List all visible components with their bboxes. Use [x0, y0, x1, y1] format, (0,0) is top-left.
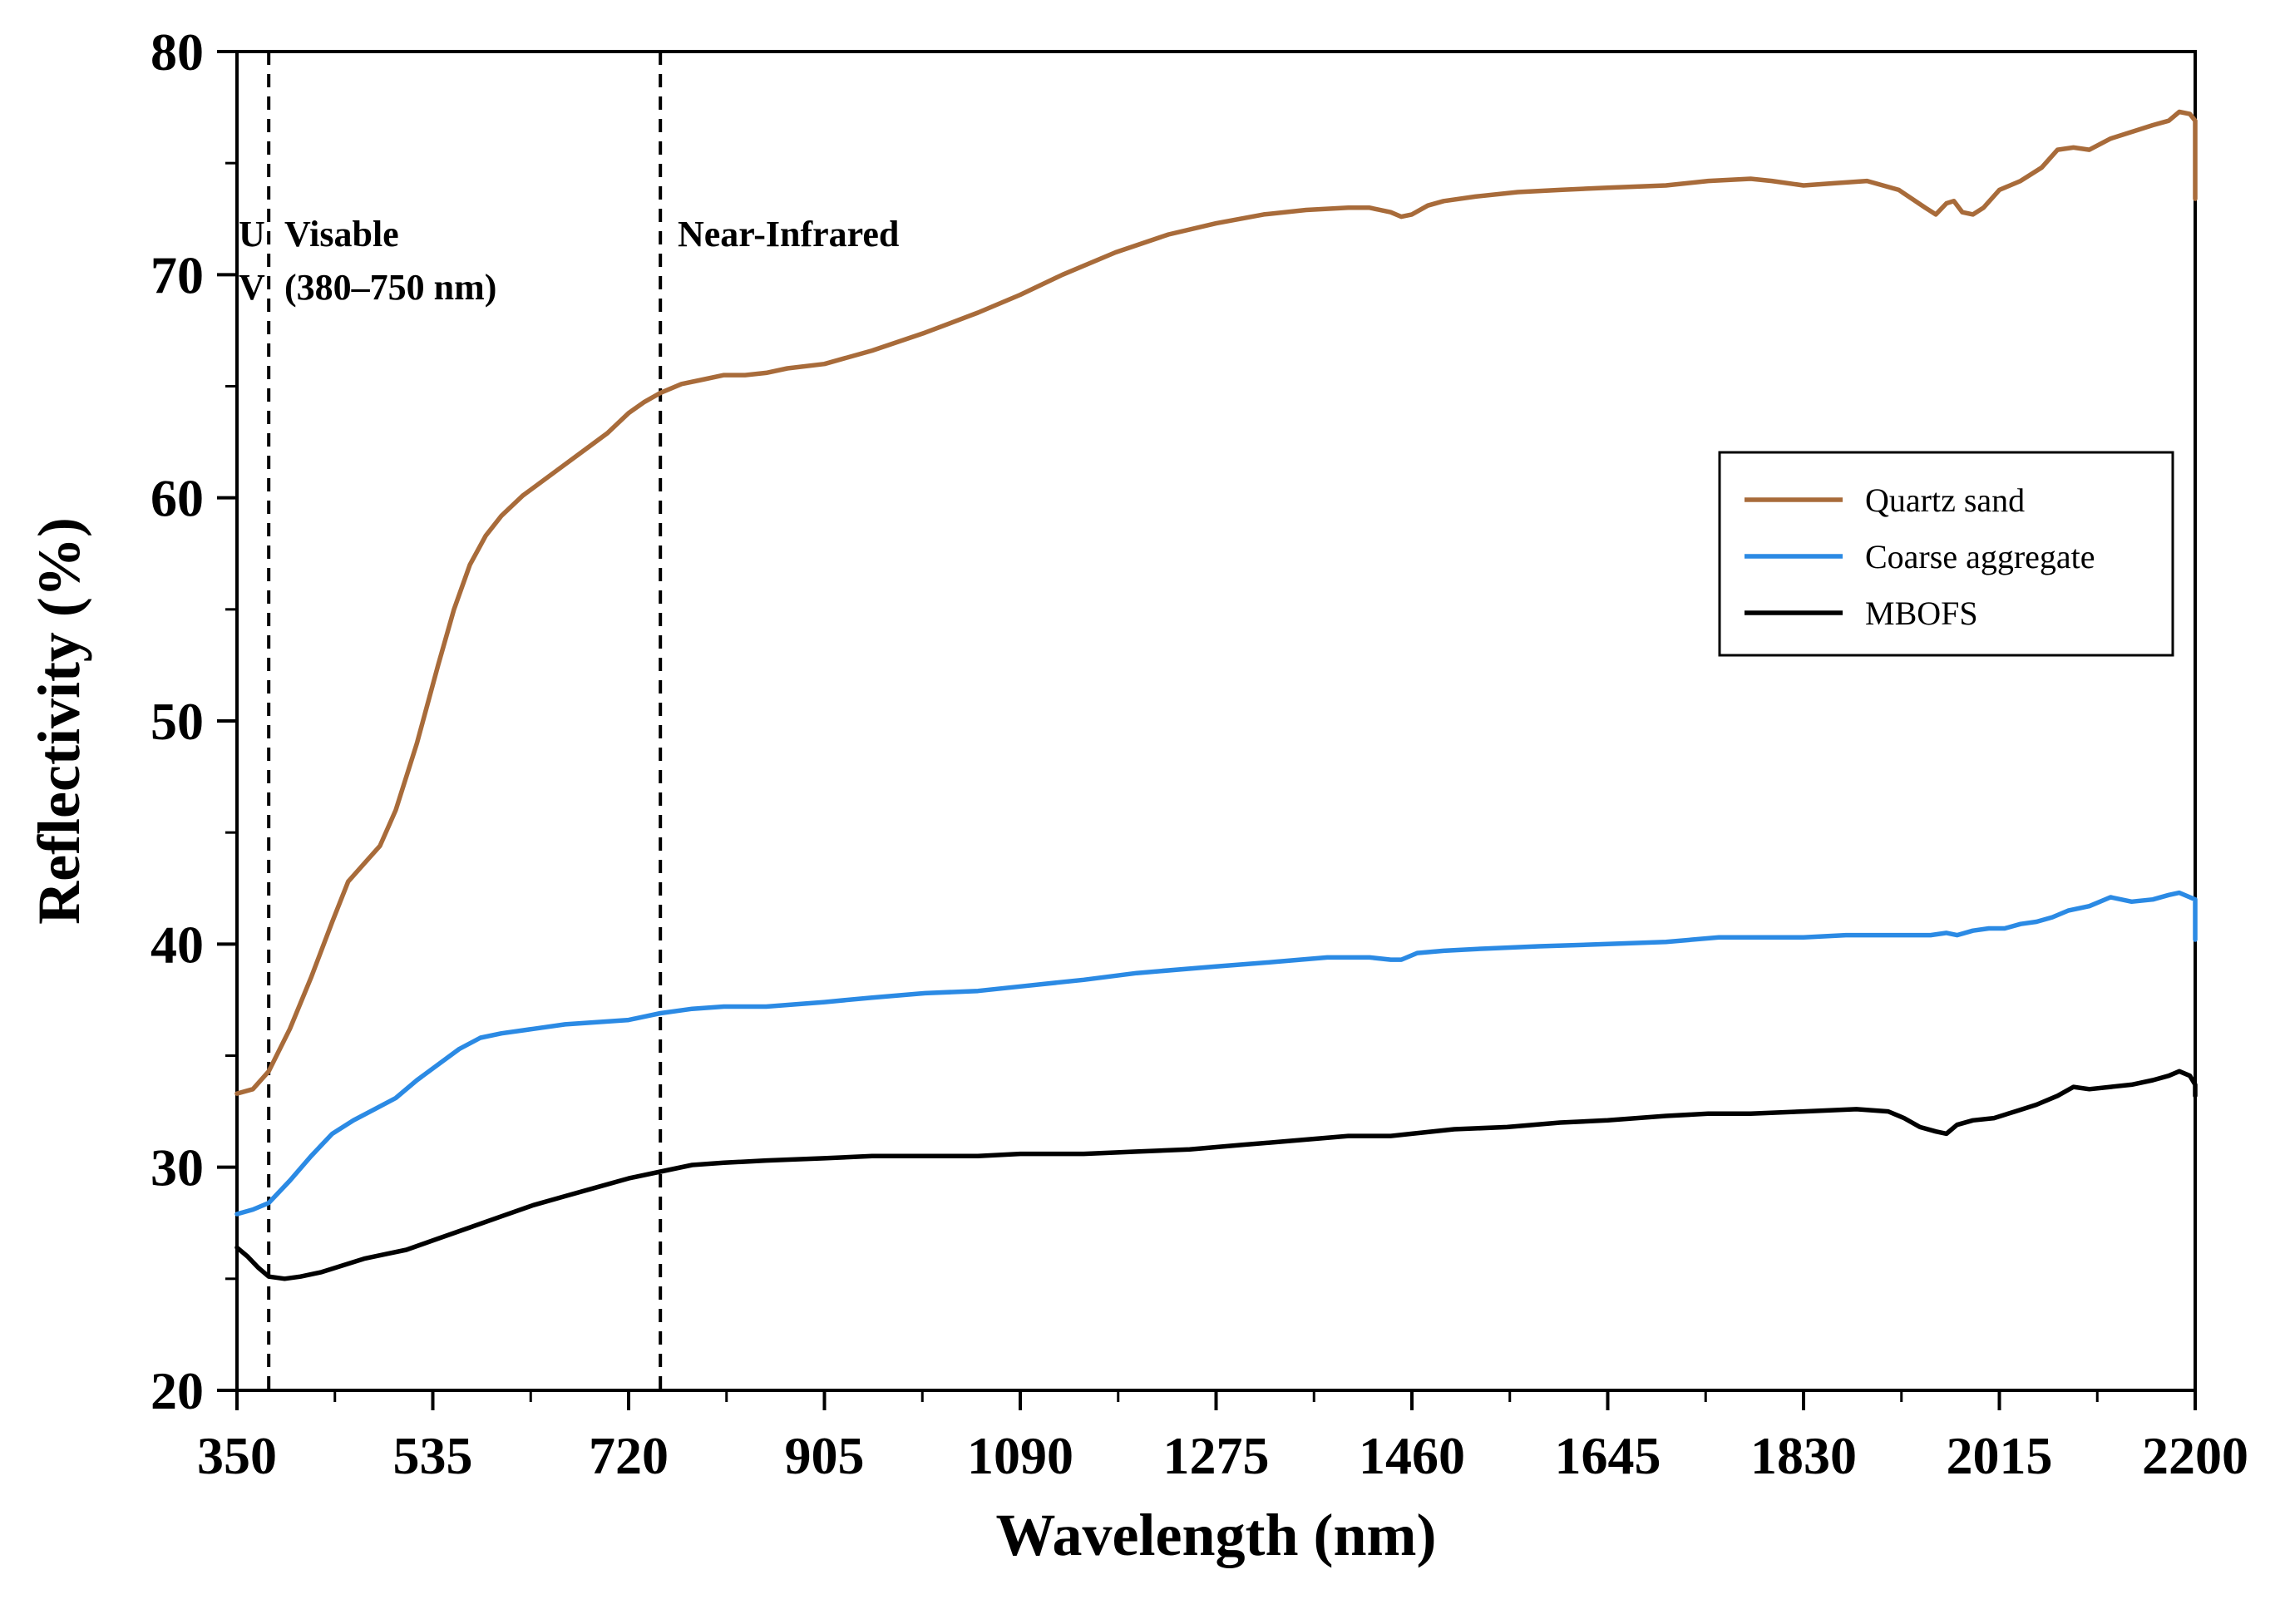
x-tick-label: 535 [393, 1426, 473, 1485]
y-axis-title: Reflectivity (%) [26, 517, 92, 925]
legend: Quartz sand Coarse aggregate MBOFS [1718, 451, 2174, 657]
legend-label-1: Quartz sand [1865, 481, 2025, 519]
x-tick-label: 1460 [1359, 1426, 1465, 1485]
x-tick-label: 1275 [1163, 1426, 1270, 1485]
series-group [234, 109, 2198, 1281]
y-tick-label: 80 [151, 22, 204, 81]
legend-box [1718, 451, 2174, 657]
annotation-vis1: Visable [284, 214, 399, 254]
y-tick-label: 30 [151, 1138, 204, 1197]
series-line-3 [234, 1069, 2198, 1281]
legend-label-2: Coarse aggregate [1865, 538, 2095, 575]
annotation-vis2: (380–750 nm) [284, 267, 496, 308]
y-tick-label: 40 [151, 915, 204, 974]
x-tick-label: 1645 [1555, 1426, 1661, 1485]
series-line-2 [234, 890, 2198, 1217]
y-tick-label: 50 [151, 692, 204, 751]
x-tick-label: 2015 [1947, 1426, 2053, 1485]
x-tick-label: 2200 [2142, 1426, 2248, 1485]
y-tick-label: 20 [151, 1361, 204, 1420]
x-tick-label: 350 [197, 1426, 277, 1485]
axes-group: 350 535 720 905 1090 1275 1460 1645 1830 2015 2200… [151, 22, 2248, 1485]
plot-frame [235, 50, 2197, 1392]
x-axis-title: Wavelength (nm) [996, 1502, 1437, 1568]
y-tick-label: 60 [151, 469, 204, 528]
x-tick-label: 1830 [1750, 1426, 1857, 1485]
x-tick-label: 720 [589, 1426, 669, 1485]
x-tick-label: 1090 [967, 1426, 1073, 1485]
series-line-1 [234, 109, 2198, 1096]
annotation-uv1: U [239, 214, 265, 254]
x-tick-label: 905 [785, 1426, 865, 1485]
annotation-nir: Near-Infrared [678, 214, 899, 254]
annotation-uv2: V [239, 267, 265, 308]
annotations-group: UV Visable (380–750 nm) Near-Infrared [239, 214, 899, 308]
legend-label-3: MBOFS [1865, 595, 1978, 632]
y-tick-label: 70 [151, 245, 204, 304]
